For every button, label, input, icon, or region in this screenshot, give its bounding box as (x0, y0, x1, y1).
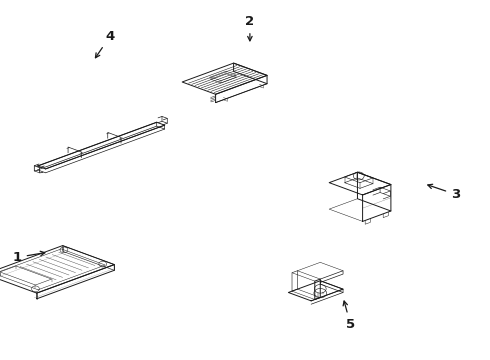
Text: 4: 4 (96, 30, 115, 58)
Text: 3: 3 (428, 184, 460, 201)
Text: 5: 5 (343, 301, 355, 330)
Text: 2: 2 (245, 15, 254, 41)
Text: 1: 1 (13, 251, 45, 264)
